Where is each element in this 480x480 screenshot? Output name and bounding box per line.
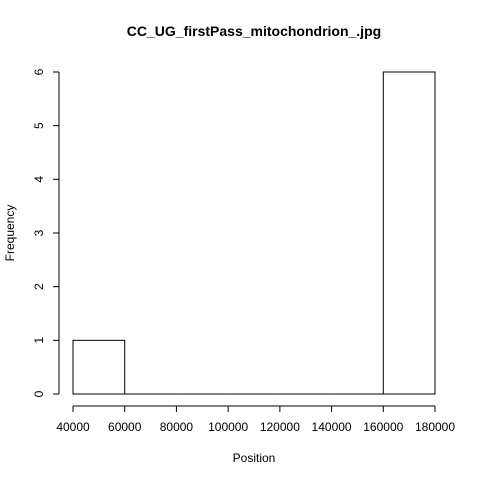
y-tick-label: 6 [32, 68, 46, 75]
chart-title: CC_UG_firstPass_mitochondrion_.jpg [127, 23, 381, 39]
x-tick-label: 60000 [108, 420, 142, 434]
x-axis-label: Position [233, 451, 276, 465]
x-axis: 40000 60000 80000 100000 120000 140000 160000 1… [56, 405, 455, 434]
histogram-bar [382, 71, 436, 395]
y-axis-label: Frequency [3, 205, 17, 262]
y-tick-label: 4 [32, 176, 46, 183]
x-tick-label: 40000 [56, 420, 90, 434]
y-tick-label: 2 [32, 283, 46, 290]
x-tick-label: 80000 [160, 420, 194, 434]
y-tick-label: 3 [32, 229, 46, 236]
x-tick-label: 100000 [208, 420, 248, 434]
bars-group [72, 71, 436, 395]
x-tick-label: 120000 [260, 420, 300, 434]
histogram-bar [72, 339, 126, 395]
y-tick-label: 5 [32, 122, 46, 129]
y-axis: 0 1 2 3 4 5 6 [32, 68, 60, 397]
x-tick-label: 160000 [363, 420, 403, 434]
y-tick-label: 0 [32, 390, 46, 397]
x-tick-label: 140000 [312, 420, 352, 434]
x-tick-label: 180000 [415, 420, 455, 434]
y-tick-label: 1 [32, 337, 46, 344]
